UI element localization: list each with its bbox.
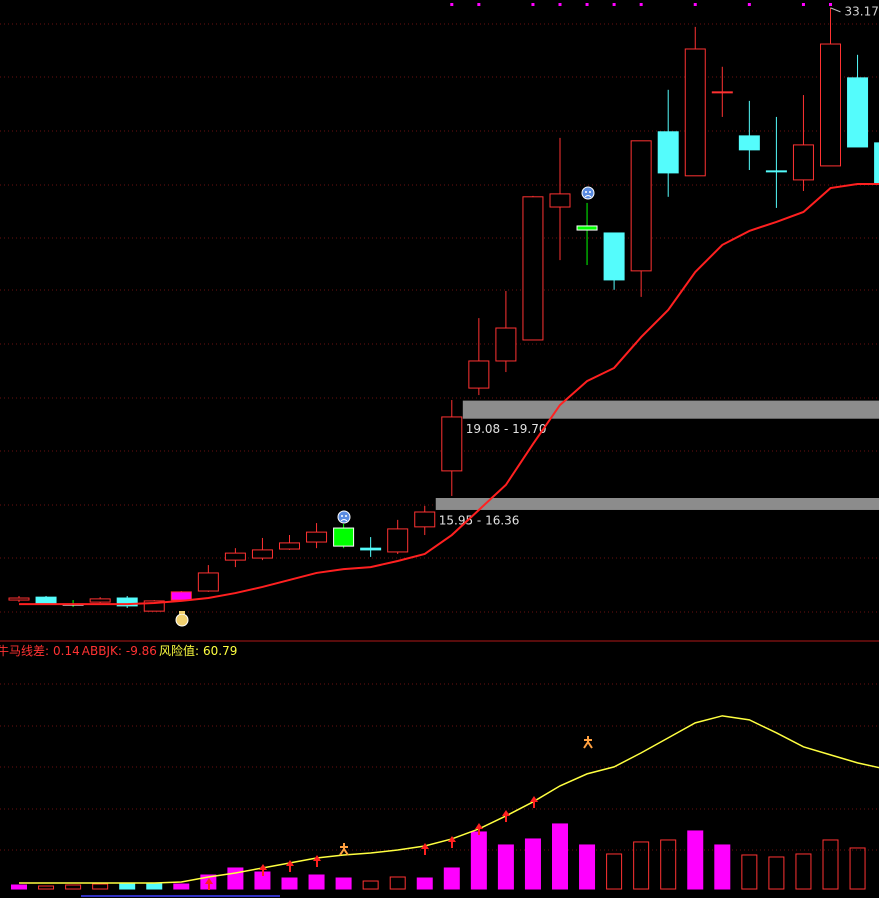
candle-body (143, 600, 165, 612)
indicator-bar (443, 867, 460, 890)
signal-dot (558, 3, 562, 6)
indicator-bar (768, 856, 785, 890)
person-icons (339, 736, 593, 856)
candle-body (711, 91, 733, 94)
signal-icon (581, 186, 595, 200)
candle-body (820, 43, 841, 167)
indicator-bar (633, 841, 650, 890)
zone-label: 15.95 - 16.36 (439, 513, 520, 527)
candle-body (8, 597, 30, 601)
candle-body (441, 416, 463, 472)
plot: 19.08 - 19.70 15.95 - 16.36 33.17 (8, 3, 879, 890)
candle-body (603, 232, 625, 281)
moving-average (19, 182, 879, 606)
candle-body (684, 48, 706, 177)
indicator-bar (92, 883, 109, 890)
candle-body (847, 77, 869, 148)
legend-entry: 风险值: 60.79 (159, 643, 237, 658)
candle-body (630, 140, 652, 272)
indicator-bar (579, 844, 596, 890)
candle-body (549, 193, 571, 208)
legend-value: -9.86 (126, 644, 157, 658)
candle-body (495, 327, 517, 362)
indicator-bar (38, 885, 55, 890)
indicator-bar (119, 883, 136, 890)
candle-body (657, 131, 679, 174)
indicator-bar (470, 831, 487, 890)
indicator-bar (308, 874, 325, 890)
money-bag-icon (175, 611, 189, 627)
legend-value: 0.14 (53, 644, 80, 658)
indicator-bar (281, 877, 298, 890)
indicator-bar (714, 844, 731, 890)
indicator-bar (660, 839, 677, 890)
candle-body (333, 527, 355, 547)
indicator-bar (687, 830, 704, 890)
indicator-bar (849, 847, 866, 890)
candle-body (224, 552, 246, 561)
candle-body (116, 597, 138, 607)
indicator-bar (173, 883, 190, 890)
candle-body (468, 360, 490, 389)
signal-arrows (205, 796, 538, 890)
indicator-bar (11, 884, 27, 890)
legend-name: 牛马线差: (0, 643, 49, 658)
candle-body (522, 196, 544, 341)
legend-name: 风险值: (159, 643, 199, 658)
price-zone (462, 400, 879, 419)
legend-entry: 牛马线差: 0.14 (0, 643, 80, 658)
candle-body (306, 531, 328, 543)
candle-body (738, 135, 760, 151)
candle-body (170, 591, 192, 601)
indicator-bar (822, 839, 839, 890)
candle-body (576, 225, 598, 231)
signal-icon (337, 510, 351, 524)
signal-dot (612, 3, 616, 6)
indicator-bar (552, 823, 568, 890)
signal-dot (747, 3, 751, 6)
legend-entry: ABBJK: -9.86 (82, 644, 157, 658)
indicator-bar (335, 877, 352, 890)
zone-label: 19.08 - 19.70 (466, 422, 547, 436)
indicator-bar (497, 844, 514, 890)
candle-body (874, 142, 879, 185)
max-label: 33.17 (845, 4, 879, 18)
legend-name: ABBJK: (82, 644, 122, 658)
indicator-bar (65, 884, 82, 890)
candle-body (792, 144, 814, 181)
candle-body (35, 596, 57, 604)
signal-dot (829, 3, 832, 6)
candle-body (89, 598, 111, 603)
indicator-bar (795, 853, 812, 890)
signal-dot (477, 3, 481, 6)
legend: 牛马线差: 0.14 ABBJK: -9.86 风险值: 60.79 (0, 643, 237, 658)
price-zone (435, 498, 879, 510)
candle-body (414, 511, 436, 528)
indicator-bar (146, 883, 163, 890)
indicator-bar (389, 876, 406, 890)
candle-body (360, 547, 382, 551)
indicator-bar (606, 853, 623, 890)
max-marker (830, 7, 841, 13)
indicator-bar (524, 838, 541, 890)
legend-value: 60.79 (203, 644, 237, 658)
candle-body (765, 170, 787, 173)
signal-dot (450, 3, 454, 6)
indicator-bar (416, 877, 433, 890)
candle-body (251, 549, 273, 559)
candle-body (197, 572, 219, 592)
indicator-bar (362, 880, 379, 890)
indicator-bar (741, 854, 758, 890)
signal-dot (693, 3, 697, 6)
candle-body (387, 528, 409, 553)
signal-dot (801, 3, 805, 6)
signal-dot (531, 3, 535, 6)
candle-body (279, 542, 300, 550)
indicator-bar (227, 867, 244, 890)
signal-dot (585, 3, 589, 6)
signal-dot (639, 3, 643, 6)
